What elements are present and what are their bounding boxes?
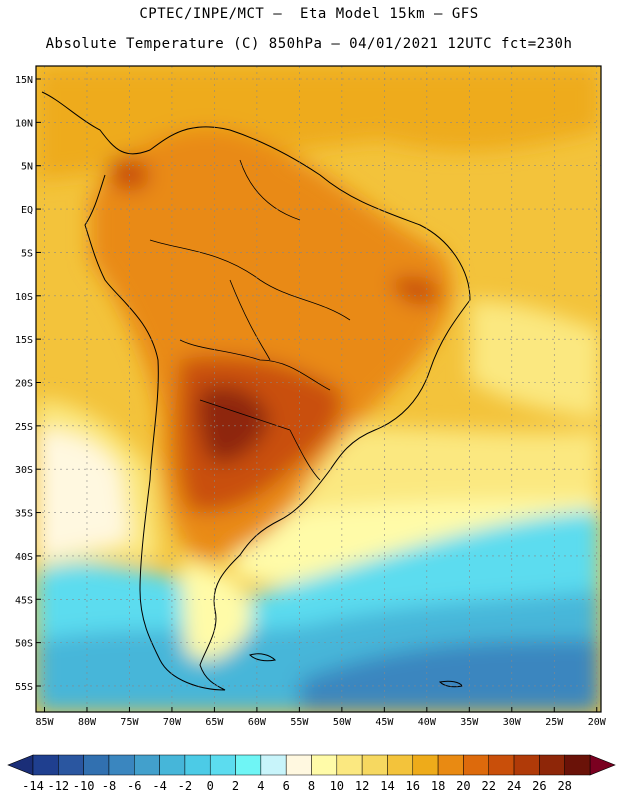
colorbar-swatch (134, 754, 160, 776)
colorbar-tick-label: 0 (207, 779, 214, 793)
colorbar-tick-label: 28 (557, 779, 571, 793)
colorbar-over-triangle (589, 754, 616, 776)
lat-tick-label: 40S (15, 552, 33, 563)
colorbar-tick-label: 18 (431, 779, 445, 793)
colorbar-tick-label: -12 (47, 779, 69, 793)
colorbar-swatch (32, 754, 59, 776)
lat-tick-label: 55S (15, 682, 33, 693)
lat-tick-label: 10N (15, 118, 33, 129)
colorbar-tick-label: -8 (102, 779, 116, 793)
colorbar-swatch (564, 754, 591, 776)
lon-tick-label: 80W (78, 717, 97, 728)
lon-tick-label: 55W (290, 717, 309, 728)
colorbar-swatch (437, 754, 464, 776)
longitude-axis: 85W 80W 75W 70W 65W 60W 55W 50W 45W 40W 35W 30W 25W 2… (35, 707, 607, 728)
colorbar-swatch (463, 754, 489, 776)
colorbar-swatch (184, 754, 211, 776)
colorbar-swatch (488, 754, 515, 776)
colorbar-swatch (108, 754, 135, 776)
colorbar-swatch (209, 754, 236, 776)
lon-tick-label: 75W (120, 717, 139, 728)
colorbar-swatch (336, 754, 363, 776)
colorbar-tick-label: 14 (380, 779, 394, 793)
colorbar-tick-label: 8 (308, 779, 315, 793)
lon-tick-label: 25W (545, 717, 564, 728)
colorbar-swatch (159, 754, 186, 776)
map-frame (35, 65, 602, 713)
colorbar-swatch (513, 754, 540, 776)
colorbar-swatch (235, 754, 262, 776)
colorbar-swatch (285, 754, 312, 776)
colorbar-swatch (311, 754, 338, 776)
colorbar-swatch (58, 754, 84, 776)
colorbar-tick-label: -14 (22, 779, 44, 793)
lon-tick-label: 20W (588, 717, 607, 728)
map-title: CPTEC/INPE/MCT – Eta Model 15km – GFS (139, 6, 479, 22)
colorbar-tick-label: 16 (406, 779, 420, 793)
colorbar-tick-label: 26 (532, 779, 546, 793)
lat-tick-label: 10S (15, 292, 33, 303)
lon-tick-label: 50W (333, 717, 352, 728)
colorbar-tick-label: 10 (330, 779, 344, 793)
colorbar: -14 -12 -10 -8 -6 -4 -2 0 2 4 6 8 10 12 14 16 18 20 22 24 26… (7, 754, 616, 793)
latitude-axis: 15N 10N 5N EQ 5S 10S 15S 20S 25S 30S 35S 40S 45S 50S 5… (15, 75, 41, 693)
lat-tick-label: EQ (21, 205, 33, 216)
lon-tick-label: 30W (503, 717, 522, 728)
colorbar-swatch (260, 754, 287, 776)
colorbar-tick-label: 2 (232, 779, 239, 793)
lat-tick-label: 30S (15, 465, 33, 476)
lon-tick-label: 65W (205, 717, 224, 728)
lon-tick-label: 60W (248, 717, 267, 728)
lat-tick-label: 20S (15, 378, 33, 389)
colorbar-swatch (412, 754, 439, 776)
lat-tick-label: 45S (15, 595, 33, 606)
lat-tick-label: 15S (15, 335, 33, 346)
lon-tick-label: 70W (163, 717, 182, 728)
gridlines (36, 66, 601, 712)
colorbar-tick-label: 4 (257, 779, 264, 793)
lat-tick-label: 5S (21, 248, 33, 259)
lon-tick-label: 40W (418, 717, 437, 728)
colorbar-swatch (387, 754, 414, 776)
colorbar-tick-label: -10 (73, 779, 95, 793)
colorbar-tick-label: 12 (355, 779, 369, 793)
lat-tick-label: 15N (15, 75, 33, 86)
colorbar-tick-label: 20 (456, 779, 470, 793)
colorbar-tick-label: -2 (178, 779, 192, 793)
country-borders (149, 159, 351, 481)
lat-tick-label: 35S (15, 509, 33, 520)
lon-tick-label: 45W (375, 717, 394, 728)
lat-tick-label: 50S (15, 639, 33, 650)
colorbar-tick-label: 24 (507, 779, 521, 793)
lat-tick-label: 25S (15, 422, 33, 433)
colorbar-tick-label: -6 (127, 779, 141, 793)
colorbar-tick-label: 22 (482, 779, 496, 793)
colorbar-tick-label: -4 (152, 779, 166, 793)
map-subtitle: Absolute Temperature (C) 850hPa – 04/01/… (45, 36, 573, 52)
colorbar-under-triangle (7, 754, 34, 776)
colorbar-tick-label: 6 (283, 779, 290, 793)
colorbar-swatch (83, 754, 110, 776)
colorbar-swatch (361, 754, 388, 776)
lon-tick-label: 85W (35, 717, 54, 728)
lat-tick-label: 5N (21, 162, 33, 173)
temperature-field (36, 66, 601, 712)
colorbar-swatch (539, 754, 565, 776)
lon-tick-label: 35W (460, 717, 479, 728)
